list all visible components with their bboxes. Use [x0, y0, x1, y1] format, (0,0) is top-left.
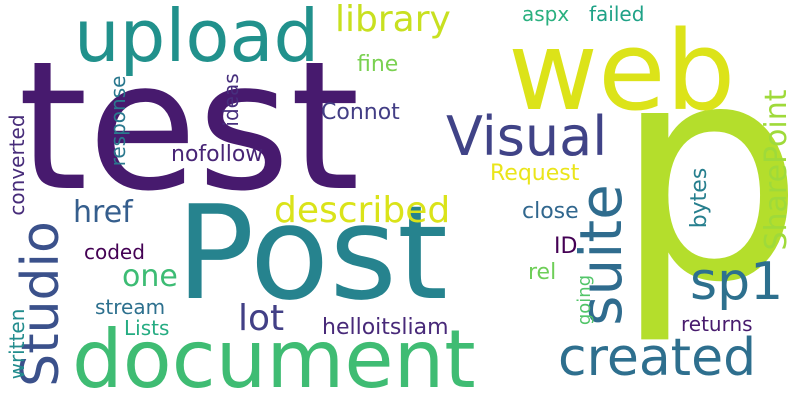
- word-returns: returns: [681, 312, 753, 336]
- word-fine: fine: [357, 52, 399, 77]
- word-request: Request: [490, 161, 580, 186]
- word-coded: coded: [84, 240, 145, 264]
- word-sharepoint: SharePoint: [759, 89, 794, 251]
- word-helloitsliam: helloitsliam: [322, 315, 449, 340]
- word-library: library: [335, 0, 451, 40]
- word-converted: converted: [5, 114, 29, 216]
- word-response: response: [106, 75, 130, 167]
- word-id: ID: [554, 234, 578, 259]
- word-aspx: aspx: [522, 2, 570, 26]
- word-post: Post: [176, 177, 448, 329]
- word-document: document: [72, 313, 476, 400]
- word-bytes: bytes: [687, 167, 712, 229]
- word-p: p: [614, 0, 800, 348]
- word-stream: stream: [95, 295, 166, 319]
- word-sp1: sp1: [690, 252, 784, 312]
- word-nofollow: nofollow: [171, 142, 264, 167]
- word-rel: rel: [528, 260, 557, 285]
- word-lot: lot: [238, 298, 285, 339]
- word-upload: upload: [74, 0, 320, 78]
- word-lists: Lists: [124, 316, 170, 340]
- word-connot: Connot: [321, 100, 400, 125]
- word-visual: Visual: [446, 105, 608, 168]
- word-ideas: ideas: [219, 73, 243, 127]
- word-close: close: [522, 199, 579, 224]
- word-one: one: [122, 259, 178, 294]
- word-created: created: [558, 328, 757, 388]
- word-going: going: [574, 274, 595, 326]
- word-href: href: [73, 195, 133, 230]
- word-web: web: [508, 7, 736, 135]
- word-failed: failed: [589, 2, 645, 26]
- word-written: written: [5, 308, 29, 380]
- word-described: described: [274, 190, 451, 231]
- word-test: test: [18, 23, 360, 230]
